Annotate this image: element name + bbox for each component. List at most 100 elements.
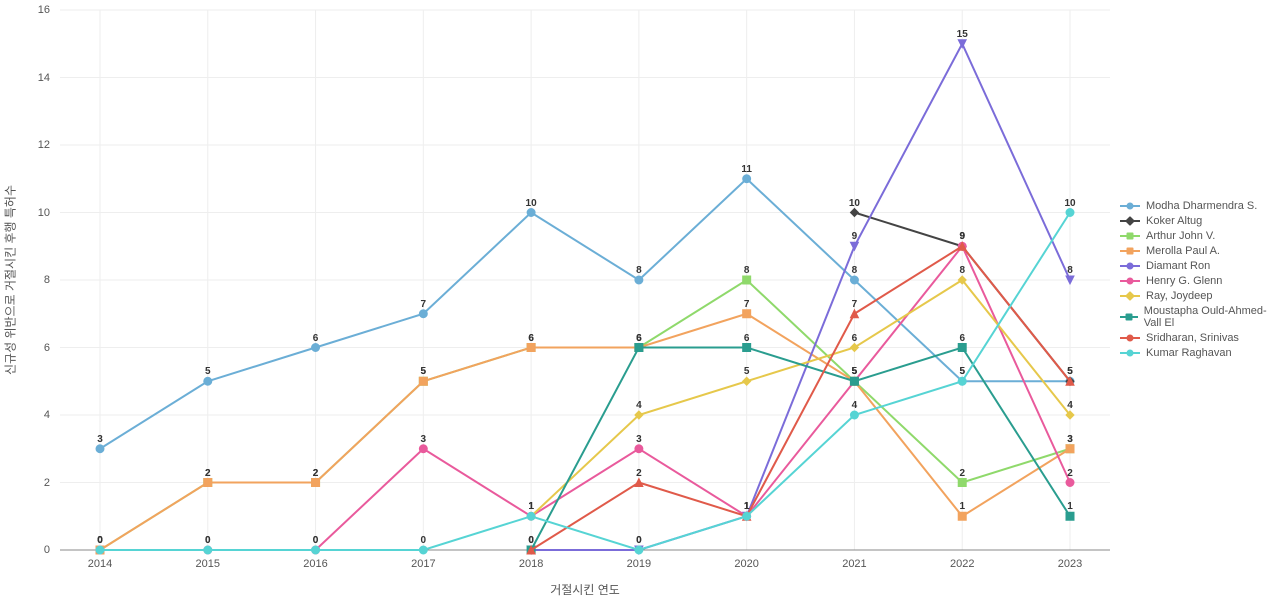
data-label: 0: [205, 535, 211, 546]
data-point[interactable]: [743, 276, 751, 284]
data-point[interactable]: [1066, 479, 1074, 487]
legend-marker: [1120, 280, 1140, 282]
data-point[interactable]: [527, 344, 535, 352]
data-point[interactable]: [743, 175, 751, 183]
data-label: 8: [744, 265, 750, 276]
data-label: 15: [957, 29, 968, 40]
legend-marker: [1120, 337, 1140, 339]
data-point[interactable]: [743, 344, 751, 352]
data-label: 1: [744, 501, 750, 512]
data-point[interactable]: [1066, 209, 1074, 217]
data-point[interactable]: [527, 512, 535, 520]
data-label: 3: [1067, 434, 1073, 445]
legend-item[interactable]: Kumar Raghavan: [1120, 347, 1280, 359]
series-line[interactable]: [100, 213, 1070, 551]
data-label: 11: [741, 164, 752, 175]
data-point[interactable]: [850, 276, 858, 284]
y-tick: 6: [44, 342, 50, 354]
data-point[interactable]: [958, 512, 966, 520]
series-line[interactable]: [100, 314, 1070, 550]
data-label: 6: [959, 333, 965, 344]
data-point[interactable]: [204, 377, 212, 385]
data-label: 2: [313, 468, 319, 479]
data-label: 0: [97, 535, 103, 546]
legend-label: Arthur John V.: [1146, 230, 1215, 242]
y-tick: 12: [38, 139, 50, 151]
data-point[interactable]: [850, 209, 858, 217]
data-point[interactable]: [96, 445, 104, 453]
data-point[interactable]: [1066, 445, 1074, 453]
legend-label: Ray, Joydeep: [1146, 290, 1212, 302]
data-point[interactable]: [635, 276, 643, 284]
data-label: 9: [852, 231, 858, 242]
data-label: 7: [852, 299, 858, 310]
data-point[interactable]: [743, 310, 751, 318]
data-point[interactable]: [419, 445, 427, 453]
data-point[interactable]: [850, 411, 858, 419]
x-tick: 2023: [1058, 558, 1082, 570]
legend-label: Moustapha Ould-Ahmed-Vall El: [1144, 305, 1280, 329]
data-label: 0: [636, 535, 642, 546]
data-label: 2: [205, 468, 211, 479]
data-label: 7: [744, 299, 750, 310]
x-tick: 2016: [303, 558, 327, 570]
data-point[interactable]: [635, 445, 643, 453]
data-point[interactable]: [527, 209, 535, 217]
y-tick: 10: [38, 207, 50, 219]
data-label: 10: [526, 198, 537, 209]
legend-item[interactable]: Moustapha Ould-Ahmed-Vall El: [1120, 305, 1280, 329]
data-point[interactable]: [958, 40, 966, 48]
data-point[interactable]: [850, 377, 858, 385]
data-label: 3: [421, 434, 427, 445]
data-point[interactable]: [958, 479, 966, 487]
y-tick: 14: [38, 72, 50, 84]
y-tick: 4: [44, 409, 50, 421]
legend-item[interactable]: Modha Dharmendra S.: [1120, 200, 1280, 212]
data-label: 7: [421, 299, 427, 310]
data-point[interactable]: [743, 377, 751, 385]
data-label: 5: [959, 366, 965, 377]
data-label: 4: [1067, 400, 1073, 411]
series-line[interactable]: [100, 246, 1070, 550]
data-point[interactable]: [204, 479, 212, 487]
legend-label: Henry G. Glenn: [1146, 275, 1222, 287]
data-point[interactable]: [1066, 512, 1074, 520]
x-tick: 2018: [519, 558, 543, 570]
legend-item[interactable]: Diamant Ron: [1120, 260, 1280, 272]
y-tick: 0: [44, 544, 50, 556]
data-point[interactable]: [419, 377, 427, 385]
data-label: 1: [959, 501, 965, 512]
data-point[interactable]: [850, 242, 858, 250]
data-point[interactable]: [419, 310, 427, 318]
legend-label: Kumar Raghavan: [1146, 347, 1232, 359]
data-label: 3: [97, 434, 103, 445]
legend-item[interactable]: Koker Altug: [1120, 215, 1280, 227]
legend-item[interactable]: Ray, Joydeep: [1120, 290, 1280, 302]
data-point[interactable]: [312, 344, 320, 352]
data-label: 10: [849, 198, 860, 209]
legend-marker: [1120, 220, 1140, 222]
x-tick: 2015: [196, 558, 220, 570]
legend-item[interactable]: Arthur John V.: [1120, 230, 1280, 242]
data-label: 0: [313, 535, 319, 546]
data-label: 1: [1067, 501, 1073, 512]
data-point[interactable]: [743, 512, 751, 520]
data-label: 1: [528, 501, 534, 512]
data-point[interactable]: [312, 479, 320, 487]
legend-label: Merolla Paul A.: [1146, 245, 1220, 257]
legend-marker: [1120, 352, 1140, 354]
x-tick: 2014: [88, 558, 112, 570]
data-point[interactable]: [958, 377, 966, 385]
data-label: 5: [205, 366, 211, 377]
legend-item[interactable]: Sridharan, Srinivas: [1120, 332, 1280, 344]
x-tick: 2022: [950, 558, 974, 570]
legend-item[interactable]: Henry G. Glenn: [1120, 275, 1280, 287]
legend-label: Diamant Ron: [1146, 260, 1210, 272]
data-point[interactable]: [958, 344, 966, 352]
data-point[interactable]: [635, 344, 643, 352]
legend-marker: [1120, 205, 1140, 207]
y-axis-label: 신규성 위반으로 거절시킨 후행 특허수: [2, 185, 19, 375]
x-tick: 2020: [734, 558, 758, 570]
legend-item[interactable]: Merolla Paul A.: [1120, 245, 1280, 257]
series-line[interactable]: [100, 179, 1070, 449]
